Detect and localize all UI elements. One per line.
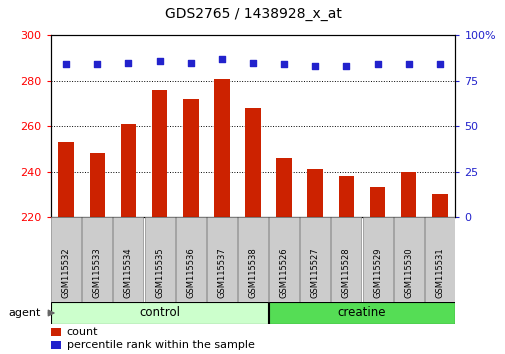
Text: count: count <box>67 327 98 337</box>
Bar <box>269 217 298 302</box>
Text: GSM115534: GSM115534 <box>124 247 133 298</box>
Point <box>280 62 288 67</box>
Bar <box>393 217 423 302</box>
Text: percentile rank within the sample: percentile rank within the sample <box>67 340 254 350</box>
Bar <box>113 217 143 302</box>
Point <box>248 60 257 65</box>
Point <box>124 60 132 65</box>
Bar <box>276 158 291 217</box>
Bar <box>89 153 105 217</box>
Text: GSM115538: GSM115538 <box>248 247 257 298</box>
Text: GSM115530: GSM115530 <box>403 247 413 298</box>
Point <box>93 62 101 67</box>
Text: control: control <box>139 307 180 320</box>
Bar <box>362 217 392 302</box>
Bar <box>369 188 385 217</box>
Bar <box>214 79 229 217</box>
Bar <box>245 108 260 217</box>
Text: GSM115526: GSM115526 <box>279 247 288 298</box>
Bar <box>51 302 268 324</box>
Bar <box>431 194 447 217</box>
Bar <box>307 169 322 217</box>
Bar <box>58 142 74 217</box>
Point <box>217 56 225 62</box>
Text: GSM115537: GSM115537 <box>217 247 226 298</box>
Bar <box>183 99 198 217</box>
Text: GSM115536: GSM115536 <box>186 247 195 298</box>
Text: GSM115531: GSM115531 <box>434 247 443 298</box>
Text: GSM115529: GSM115529 <box>372 247 381 298</box>
Bar <box>120 124 136 217</box>
Text: GSM115532: GSM115532 <box>62 247 71 298</box>
Bar <box>269 302 454 324</box>
Bar <box>152 90 167 217</box>
Text: GSM115527: GSM115527 <box>310 247 319 298</box>
Bar <box>207 217 236 302</box>
Point <box>186 60 194 65</box>
Text: GSM115535: GSM115535 <box>155 247 164 298</box>
Bar <box>51 217 81 302</box>
Bar <box>50 328 61 336</box>
Point <box>373 62 381 67</box>
Point <box>404 62 412 67</box>
Bar <box>331 217 361 302</box>
Point <box>155 58 163 64</box>
Text: creatine: creatine <box>337 307 385 320</box>
Bar <box>424 217 454 302</box>
Text: GSM115528: GSM115528 <box>341 247 350 298</box>
Bar <box>50 341 61 349</box>
Text: GSM115533: GSM115533 <box>92 247 102 298</box>
Bar <box>175 217 205 302</box>
Bar <box>237 217 268 302</box>
Bar <box>144 217 174 302</box>
Bar <box>400 172 416 217</box>
Bar <box>300 217 330 302</box>
Point <box>311 63 319 69</box>
Point <box>435 62 443 67</box>
Bar <box>82 217 112 302</box>
Bar <box>338 176 354 217</box>
Point <box>62 62 70 67</box>
Point <box>342 63 350 69</box>
Text: GDS2765 / 1438928_x_at: GDS2765 / 1438928_x_at <box>164 7 341 21</box>
Text: agent: agent <box>8 308 40 318</box>
